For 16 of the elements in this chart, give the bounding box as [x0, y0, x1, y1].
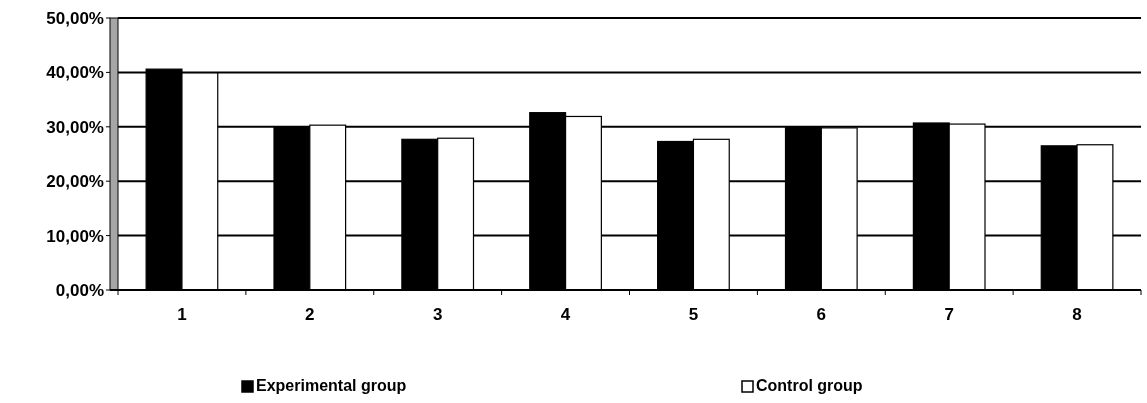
y-tick-label: 50,00%	[46, 8, 104, 28]
legend-label: Experimental group	[256, 377, 407, 394]
y-tick-label: 20,00%	[46, 172, 104, 192]
legend-label: Control group	[756, 377, 863, 394]
x-tick-label: 1	[177, 305, 187, 324]
x-tick-label: 4	[560, 305, 571, 324]
y-tick-label: 40,00%	[46, 63, 104, 83]
x-tick-label: 3	[432, 305, 443, 324]
x-tick-label: 2	[305, 305, 315, 324]
y-tick-label: 10,00%	[46, 226, 104, 246]
y-tick-label: 30,00%	[46, 117, 104, 137]
x-tick-label: 8	[1072, 305, 1082, 324]
x-tick-label: 5	[688, 305, 699, 324]
x-tick-label: 7	[944, 305, 954, 324]
y-tick-label: 0,00%	[55, 280, 104, 300]
x-tick-label: 6	[816, 305, 827, 324]
